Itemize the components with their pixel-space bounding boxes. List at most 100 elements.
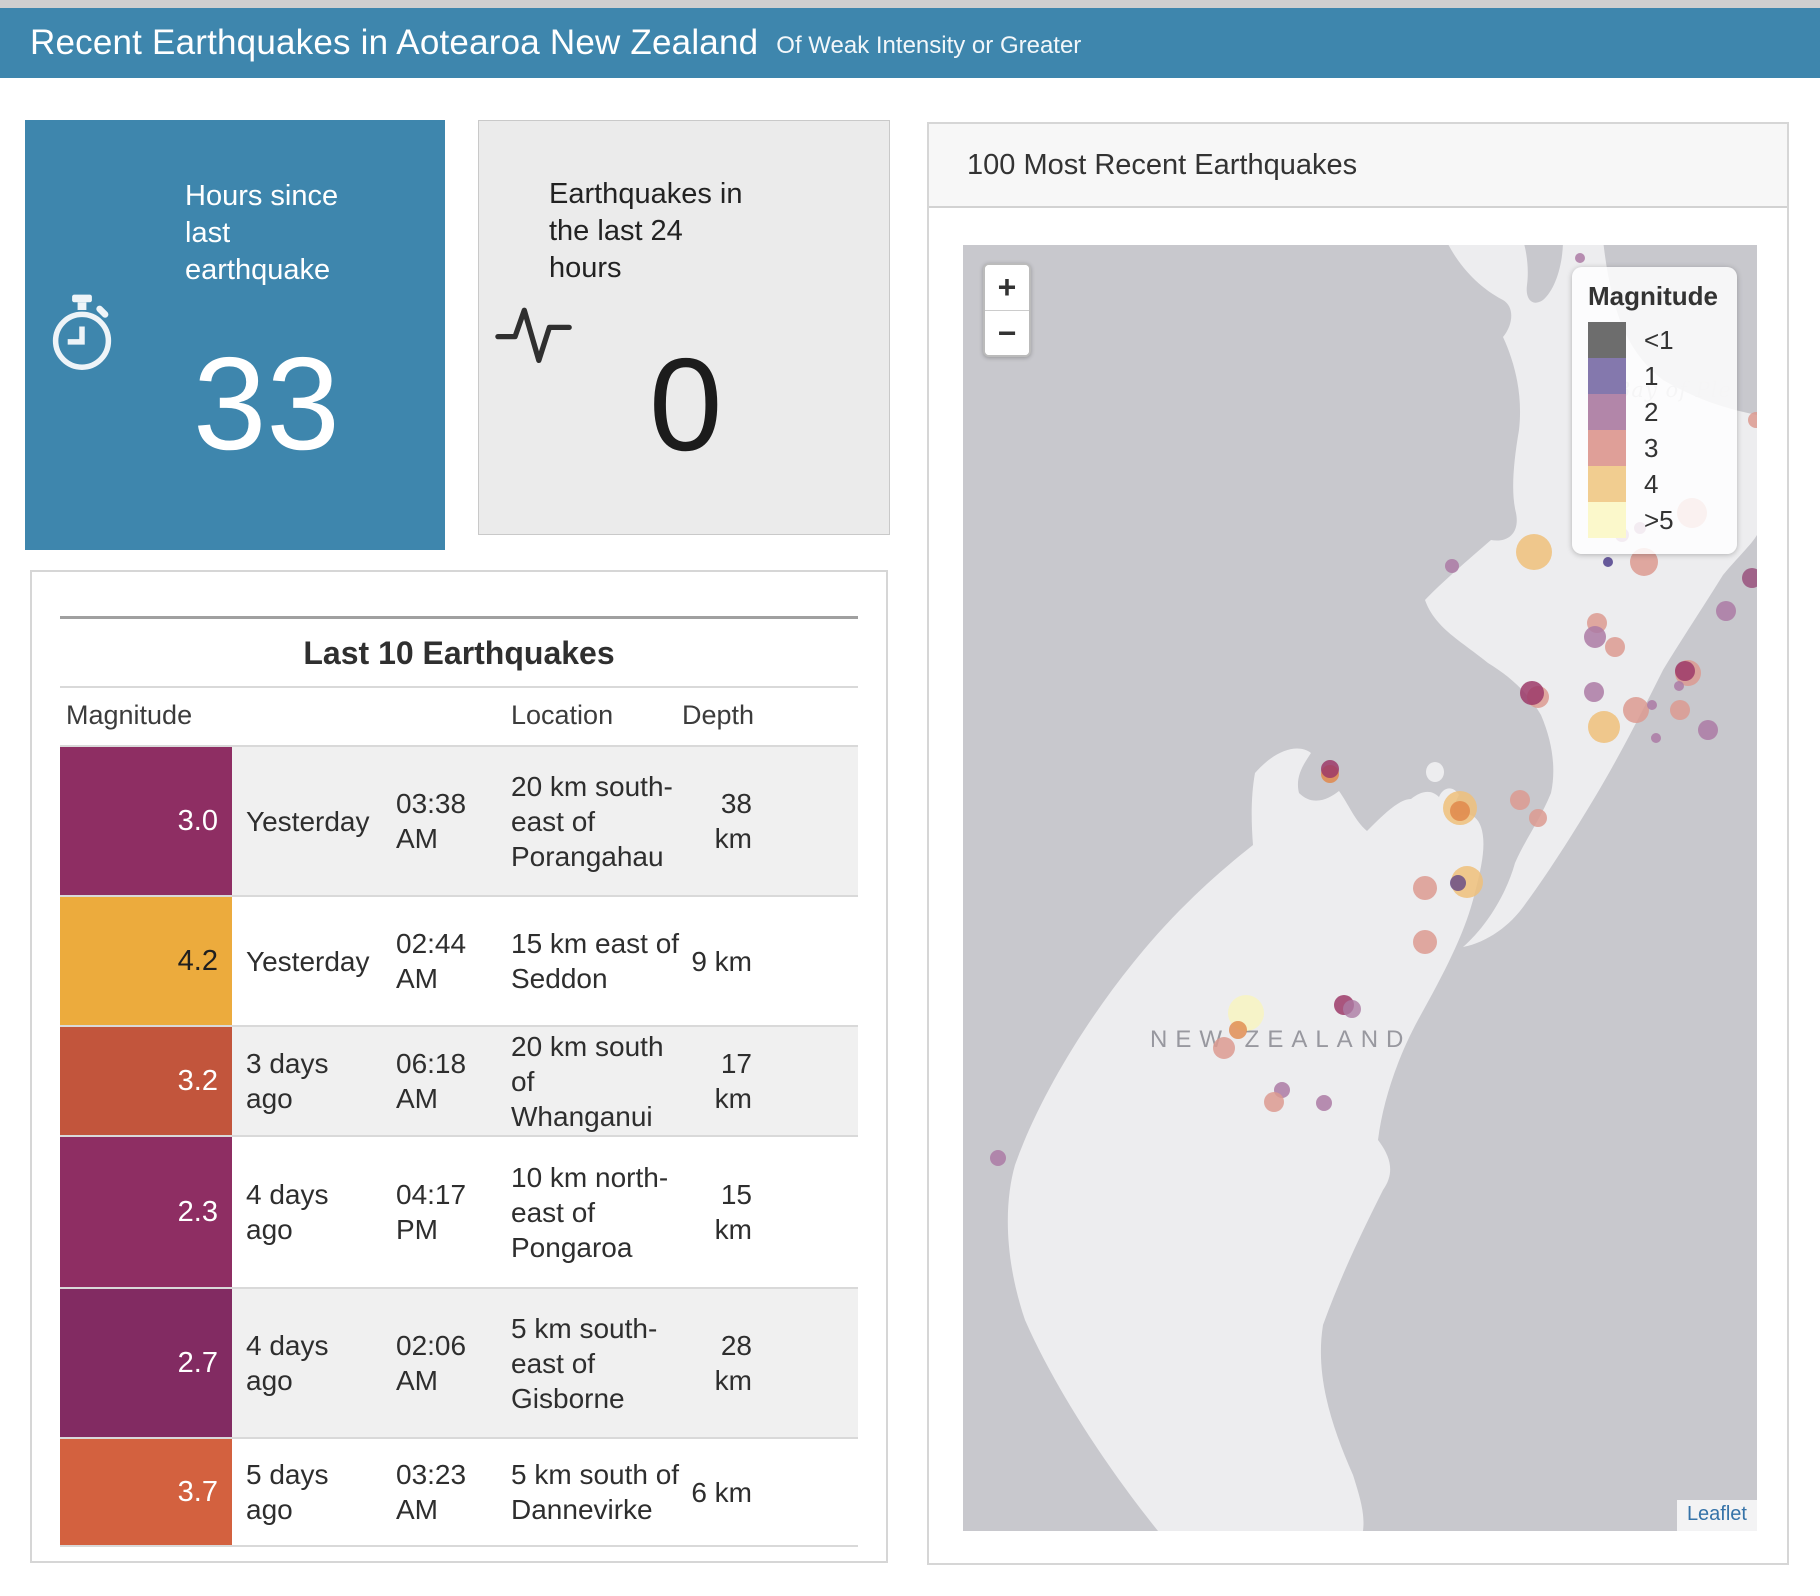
earthquake-dot[interactable] <box>1445 559 1459 573</box>
earthquake-dot[interactable] <box>1605 637 1625 657</box>
legend-swatch <box>1588 394 1626 430</box>
earthquake-dot[interactable] <box>990 1150 1006 1166</box>
earthquake-dot[interactable] <box>1413 876 1437 900</box>
location-cell: 5 km south-east of Gisborne <box>511 1312 658 1414</box>
earthquake-row: 3.2 3 days ago 06:18 AM 20 km south of Whan… <box>60 1025 858 1135</box>
location-cell: 10 km north-east of Pongaroa <box>511 1161 669 1263</box>
earthquake-dot[interactable] <box>1450 875 1466 891</box>
legend-swatch <box>1588 466 1626 502</box>
earthquake-dot[interactable] <box>1748 412 1757 428</box>
earthquake-dot[interactable] <box>1584 626 1606 648</box>
legend-item: 4 <box>1588 466 1723 502</box>
earthquake-dot[interactable] <box>1516 534 1552 570</box>
last-earthquakes-panel: Last 10 Earthquakes Magnitude Location D… <box>30 570 888 1563</box>
earthquake-dot[interactable] <box>1450 801 1470 821</box>
earthquake-dot[interactable] <box>1651 733 1661 743</box>
depth-cell: 6 km <box>691 1476 752 1508</box>
earthquake-dot[interactable] <box>1520 681 1544 705</box>
earthquake-dot[interactable] <box>1584 682 1604 702</box>
earthquake-dot[interactable] <box>1575 253 1585 263</box>
earthquake-dot[interactable] <box>1647 700 1657 710</box>
earthquake-dot[interactable] <box>1229 1021 1247 1039</box>
earthquake-dot[interactable] <box>1716 601 1736 621</box>
spacer-cell <box>752 1137 858 1287</box>
legend-swatch <box>1588 358 1626 394</box>
earthquake-row: 3.0 Yesterday 03:38 AM 20 km south-east of … <box>60 745 858 895</box>
stat-value-hours-since: 33 <box>193 330 340 477</box>
legend-label: 2 <box>1644 396 1659 427</box>
time-cell: 02:06 AM <box>396 1330 467 1396</box>
spacer-cell <box>752 747 858 895</box>
time-cell: 04:17 PM <box>396 1179 467 1245</box>
earthquake-dot[interactable] <box>1603 557 1613 567</box>
page-title: Recent Earthquakes in Aotearoa New Zeala… <box>30 23 759 62</box>
leaflet-attribution-link[interactable]: Leaflet <box>1676 1500 1757 1531</box>
depth-cell: 17 km <box>714 1048 752 1114</box>
legend-item: >5 <box>1588 502 1723 538</box>
stat-label-hours-since: Hours since last earthquake <box>185 180 339 287</box>
earthquake-dot[interactable] <box>1674 681 1684 691</box>
location-cell: 5 km south of Dannevirke <box>511 1459 680 1525</box>
earthquake-dot[interactable] <box>1675 661 1695 681</box>
date-cell: Yesterday <box>246 945 370 977</box>
earthquake-dot[interactable] <box>1742 568 1757 588</box>
depth-cell: 38 km <box>714 788 752 854</box>
spacer-cell <box>752 1027 858 1135</box>
legend-item: <1 <box>1588 322 1723 358</box>
earthquake-row: 2.7 4 days ago 02:06 AM 5 km south-east of … <box>60 1287 858 1437</box>
divider <box>60 686 858 688</box>
time-cell: 02:44 AM <box>396 928 467 994</box>
leaflet-map[interactable]: Bay of Ple NEW ZEALAND + − Magnitude <11… <box>963 245 1757 1531</box>
location-cell: 20 km south of Whanganui <box>511 1030 664 1132</box>
zoom-in-button[interactable]: + <box>985 265 1029 310</box>
earthquake-dot[interactable] <box>1698 720 1718 740</box>
legend-swatch <box>1588 322 1626 358</box>
table-title: Last 10 Earthquakes <box>303 635 615 671</box>
magnitude-cell: 3.0 <box>60 747 232 895</box>
stat-value-last-24h: 0 <box>649 331 723 478</box>
earthquake-dot[interactable] <box>1510 790 1530 810</box>
map-land-south-island <box>1007 748 1484 1531</box>
column-header-depth: Depth <box>682 700 755 730</box>
legend-title: Magnitude <box>1588 281 1718 311</box>
earthquake-dot[interactable] <box>1623 697 1649 723</box>
earthquake-dot[interactable] <box>1413 930 1437 954</box>
depth-cell: 9 km <box>691 945 752 977</box>
magnitude-cell: 4.2 <box>60 897 232 1025</box>
earthquake-dot[interactable] <box>1529 809 1547 827</box>
location-cell: 20 km south-east of Porangahau <box>511 770 673 872</box>
magnitude-cell: 3.2 <box>60 1027 232 1135</box>
stopwatch-icon <box>49 292 115 377</box>
earthquake-dot[interactable] <box>1264 1092 1284 1112</box>
earthquake-dot[interactable] <box>1316 1095 1332 1111</box>
earthquake-row: 4.2 Yesterday 02:44 AM 15 km east of Seddon… <box>60 895 858 1025</box>
magnitude-legend: Magnitude <1 1 2 3 4 >5 <box>1572 267 1737 554</box>
map-zoom-control: + − <box>983 263 1031 357</box>
legend-label: <1 <box>1644 324 1674 355</box>
depth-cell: 15 km <box>714 1179 752 1245</box>
earthquake-dot[interactable] <box>1630 548 1658 576</box>
recent-earthquakes-map-panel: 100 Most Recent Earthquakes Bay of Ple N… <box>927 122 1789 1565</box>
pulse-icon <box>495 301 580 372</box>
spacer-cell <box>752 897 858 1025</box>
time-cell: 03:23 AM <box>396 1459 467 1525</box>
date-cell: 5 days ago <box>246 1459 329 1525</box>
earthquake-dot[interactable] <box>1213 1037 1235 1059</box>
earthquake-dot[interactable] <box>1670 700 1690 720</box>
legend-item: 3 <box>1588 430 1723 466</box>
legend-label: >5 <box>1644 504 1674 535</box>
zoom-out-button[interactable]: − <box>985 310 1029 355</box>
legend-label: 3 <box>1644 432 1659 463</box>
magnitude-cell: 2.3 <box>60 1137 232 1287</box>
date-cell: 4 days ago <box>246 1179 329 1245</box>
time-cell: 03:38 AM <box>396 788 467 854</box>
earthquake-dot[interactable] <box>1343 1000 1361 1018</box>
magnitude-cell: 2.7 <box>60 1289 232 1437</box>
map-island <box>1426 762 1444 782</box>
spacer-cell <box>752 1439 858 1545</box>
column-header-location: Location <box>511 700 614 730</box>
earthquake-dot[interactable] <box>1321 760 1339 778</box>
app-header: Recent Earthquakes in Aotearoa New Zeala… <box>0 8 1820 78</box>
earthquake-dot[interactable] <box>1588 711 1620 743</box>
legend-item: 2 <box>1588 394 1723 430</box>
